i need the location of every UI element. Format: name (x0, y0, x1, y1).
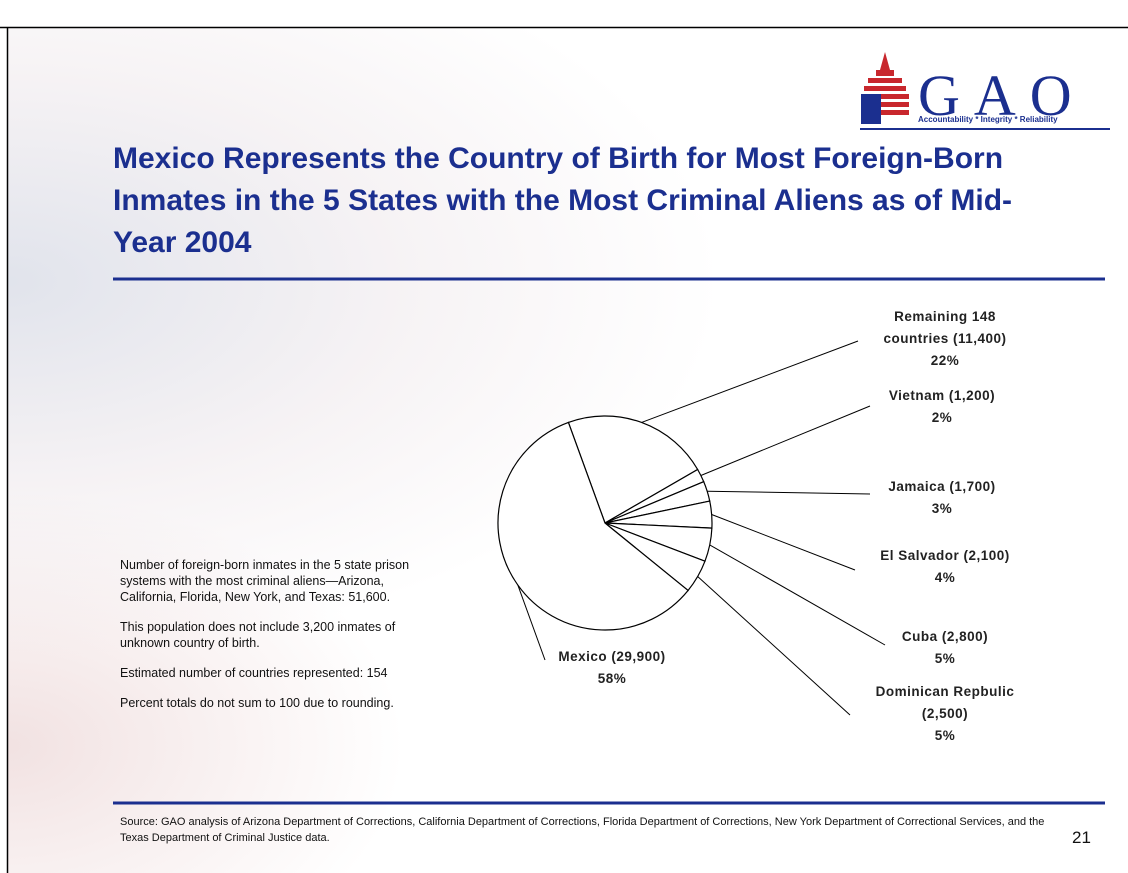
category-label: El Salvador (2,100) (880, 548, 1010, 563)
value-label: 5% (934, 651, 956, 666)
note: Estimated number of countries represente… (120, 666, 388, 680)
value-label: 2% (931, 410, 953, 425)
slice-label: Dominican Repbulic (2,500) 5% (868, 681, 1023, 747)
logo-tagline: Accountability * Integrity * Reliability (918, 115, 1058, 124)
note: Number of foreign-born inmates in the 5 … (120, 558, 410, 604)
leader-line (697, 576, 851, 716)
category-label: Dominican Repbulic (2,500) (875, 684, 1015, 721)
category-label: Cuba (2,800) (901, 629, 989, 644)
leader-line (517, 584, 546, 661)
leader-line (700, 405, 871, 476)
note: This population does not include 3,200 i… (120, 620, 396, 650)
logo-icon (861, 52, 909, 124)
category-label: Vietnam (1,200) (888, 388, 996, 403)
slice-label: Cuba (2,800) 5% (860, 626, 1030, 670)
value-label: 5% (934, 728, 956, 743)
logo-text: GAO (918, 63, 1086, 128)
value-label: 4% (934, 570, 956, 585)
category-label: Mexico (29,900) (558, 649, 666, 664)
leader-line (707, 490, 871, 495)
slice-label: Mexico (29,900) 58% (537, 646, 687, 690)
slice-label: Remaining 148 countries (11,400) 22% (860, 306, 1030, 372)
page-number: 21 (1072, 828, 1091, 847)
leader-line (641, 340, 859, 423)
slice-label: Vietnam (1,200) 2% (857, 385, 1027, 429)
value-label: 58% (597, 671, 627, 686)
notes: Number of foreign-born inmates in the 5 … (120, 557, 425, 725)
category-label: Jamaica (1,700) (888, 479, 996, 494)
value-label: 22% (930, 353, 960, 368)
leader-line (711, 514, 856, 571)
source-note: Source: GAO analysis of Arizona Departme… (120, 816, 1045, 844)
leader-line (709, 544, 886, 646)
slice-label: El Salvador (2,100) 4% (860, 545, 1030, 589)
value-label: 3% (931, 501, 953, 516)
note: Percent totals do not sum to 100 due to … (120, 696, 394, 710)
slide-title: Mexico Represents the Country of Birth f… (113, 142, 1013, 259)
slice-label: Jamaica (1,700) 3% (857, 476, 1027, 520)
category-label: Remaining 148 countries (11,400) (883, 309, 1007, 346)
